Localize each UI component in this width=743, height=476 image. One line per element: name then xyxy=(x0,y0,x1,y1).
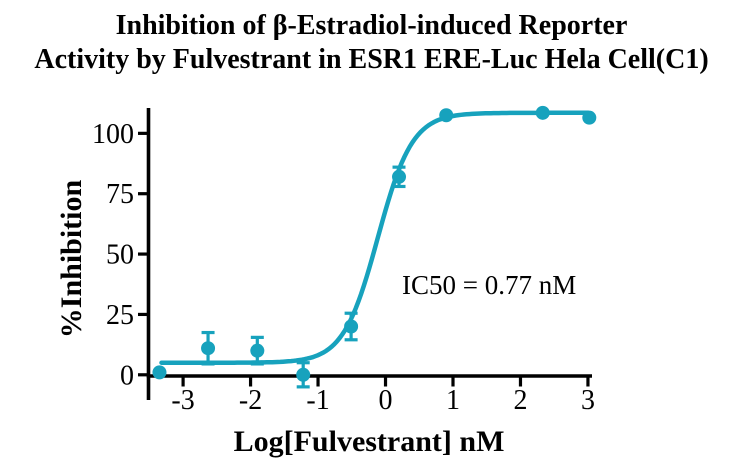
data-point xyxy=(344,319,359,334)
ic50-annotation: IC50 = 0.77 nM xyxy=(402,270,577,300)
x-tick-label: -1 xyxy=(306,385,329,416)
data-point xyxy=(392,169,407,184)
x-tick-label: 3 xyxy=(581,385,595,416)
data-point xyxy=(535,105,550,120)
data-point xyxy=(250,343,265,358)
chart-title-line2: Activity by Fulvestrant in ESR1 ERE-Luc … xyxy=(34,44,709,75)
x-axis-label: Log[Fulvestrant] nM xyxy=(233,425,505,458)
x-tick-label: 1 xyxy=(446,385,460,416)
data-point xyxy=(201,341,216,356)
data-point xyxy=(582,110,597,125)
data-point xyxy=(439,108,454,123)
chart-title-line1: Inhibition of β-Estradiol-induced Report… xyxy=(115,10,628,41)
y-axis-label: %Inhibition xyxy=(55,179,88,339)
data-point xyxy=(296,367,311,382)
y-tick-label: 75 xyxy=(106,179,134,210)
y-tick-label: 100 xyxy=(92,119,134,150)
y-tick-label: 50 xyxy=(106,240,134,271)
y-tick-label: 25 xyxy=(106,300,134,331)
fit-curve xyxy=(159,110,591,365)
x-tick-label: -3 xyxy=(171,385,194,416)
x-tick-label: 2 xyxy=(513,385,527,416)
x-tick-label: 0 xyxy=(379,385,393,416)
y-tick-label: 0 xyxy=(120,360,134,391)
chart-title: Inhibition of β-Estradiol-induced Report… xyxy=(0,9,743,77)
data-point xyxy=(152,365,167,380)
x-tick-label: -2 xyxy=(239,385,262,416)
